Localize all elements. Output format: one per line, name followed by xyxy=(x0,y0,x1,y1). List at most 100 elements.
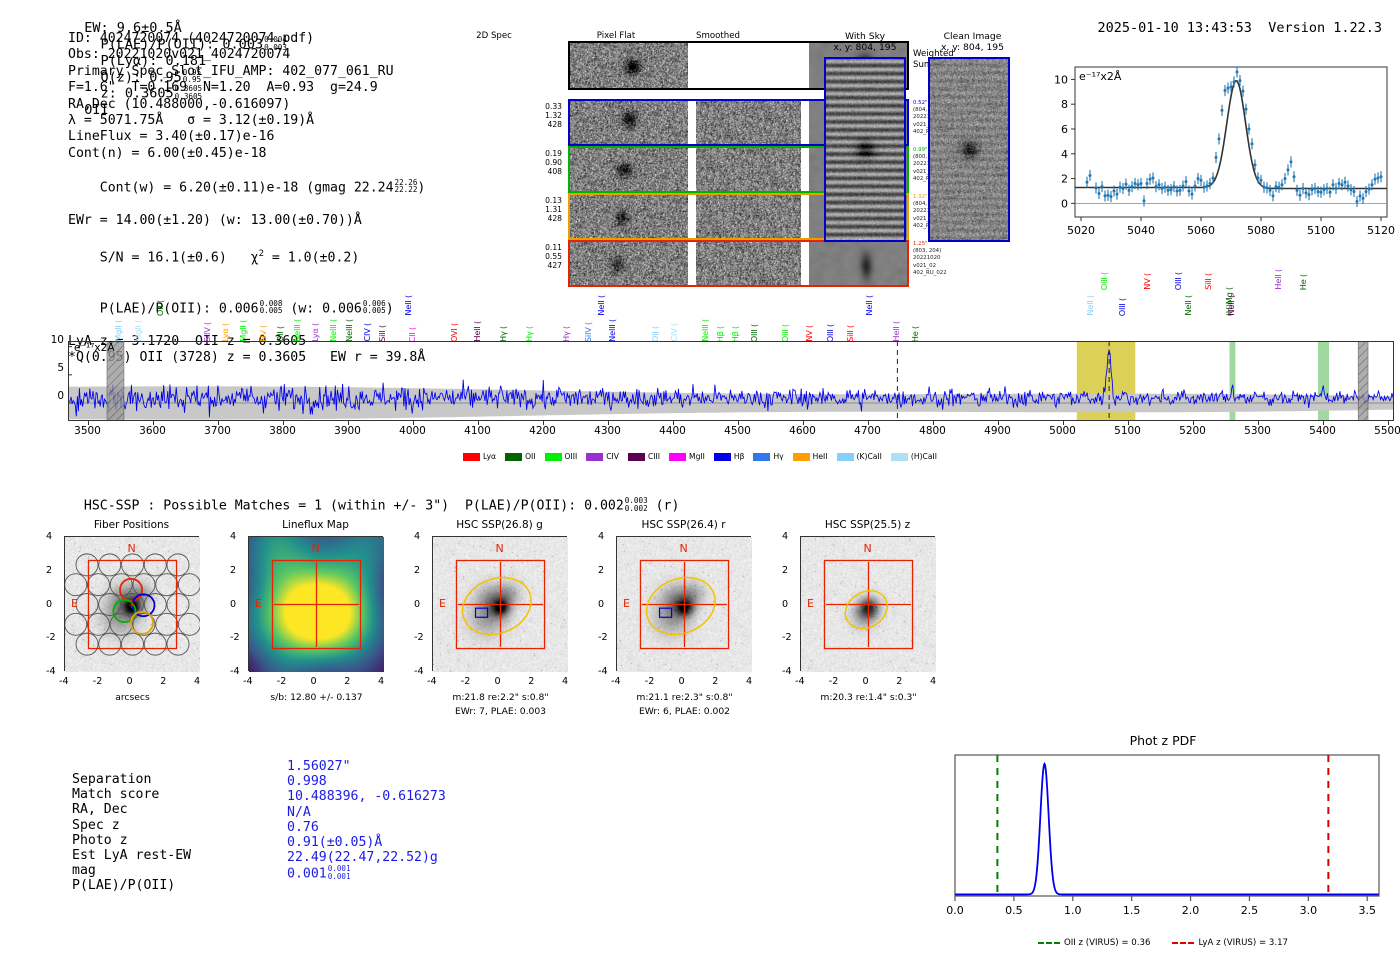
cutout-y-tick: -2 xyxy=(598,632,608,644)
montage-right-value: 1.32" xyxy=(913,194,928,200)
cutout-y-tick: 0 xyxy=(782,598,789,610)
info-cont-n: Cont(n) = 6.00(±0.45)e-18 xyxy=(68,145,267,161)
cutout-panel-title: Lineflux Map xyxy=(282,519,349,531)
spectrum-legend-item: Lyα xyxy=(463,452,496,461)
highlighted-fiber-circle xyxy=(119,577,143,602)
full-spectrum-svg xyxy=(67,340,1394,422)
cutout-subtitle-secondary: EWr: 6, PLAE: 0.002 xyxy=(638,706,731,717)
cutout-panel: Lineflux Map N E -4 -4 -2 -2 0 0 2 2 4 4 s/b: 12.80 +… xyxy=(230,519,384,703)
fiber-circle xyxy=(98,593,122,616)
montage-right-value: 1.25" xyxy=(913,241,928,247)
header-qz-range: 0.95 0.95 xyxy=(182,67,202,85)
phot-z-legend-item: LyA z (VIRUS) = 3.17 xyxy=(1172,938,1288,948)
montage-gap xyxy=(688,148,696,191)
with-sky-coords: x, y: 804, 195 xyxy=(833,42,897,53)
source-position-marker: + xyxy=(129,599,136,612)
montage-gap xyxy=(688,43,696,88)
emission-line-label: OIII ( xyxy=(1098,271,1109,290)
montage-row-left-labels: 0.11 0.55 427 xyxy=(520,243,562,271)
cutout-x-tick: -2 xyxy=(460,676,471,687)
with-sky-title: With Sky x, y: 804, 195 xyxy=(820,31,910,53)
phot-z-x-tick: 2.5 xyxy=(1240,904,1259,917)
cutout-y-tick: -4 xyxy=(230,666,240,677)
spectrum-x-tickmark xyxy=(412,421,414,425)
cutout-x-tick: 2 xyxy=(160,676,167,687)
montage-gap xyxy=(688,101,696,144)
montage-right-value: 0.99" xyxy=(913,147,928,153)
phot-z-legend-label: LyA z (VIRUS) = 3.17 xyxy=(1198,938,1289,948)
cutout-y-tick: 4 xyxy=(230,531,237,542)
spectrum-legend-item: OIII xyxy=(544,452,577,461)
emission-line-label: Hγ ( xyxy=(524,326,535,342)
emission-line-label: NeIII ( xyxy=(343,319,354,342)
hsc-line-pre: HSC-SSP : Possible Matches = 1 (within +… xyxy=(83,498,624,514)
fiber-circle xyxy=(65,612,88,636)
fiber-circle xyxy=(166,593,190,616)
spectrum-x-tick: 5400 xyxy=(1309,425,1336,437)
spectrum-x-tick: 3500 xyxy=(74,425,101,437)
header-z-kind: OII xyxy=(84,101,109,118)
hsc-line-post: (r) xyxy=(655,498,680,514)
legend-color-swatch xyxy=(505,452,523,461)
cutout-panel-title: Fiber Positions xyxy=(93,519,170,531)
east-label: E xyxy=(71,596,78,610)
montage-right-value: (803, 204) xyxy=(913,248,942,255)
spectrum-x-tickmark xyxy=(217,421,219,425)
montage-left-value: 408 xyxy=(547,167,563,177)
emission-line-label: NeII ( xyxy=(403,295,414,316)
header-ew: EW: 9.6±0.5Å xyxy=(84,20,182,36)
emission-line-label: SiII ( xyxy=(1202,273,1213,290)
emission-line-label: HeII ( xyxy=(472,321,483,342)
emission-line-label: He ( xyxy=(910,325,921,342)
spectrum-x-tick: 5200 xyxy=(1179,425,1206,437)
spectrum-legend-item: Hγ xyxy=(753,452,784,461)
legend-color-swatch xyxy=(669,452,687,461)
cutout-panel: HSC SSP(26.8) g N E -4 -4 -2 -2 0 0 2 2 4 4 m:21.8 re… xyxy=(414,519,568,717)
match-detail-key: mag xyxy=(72,863,96,879)
cutout-x-tick: 2 xyxy=(528,676,535,687)
fiber-circle xyxy=(121,632,144,656)
fiber-circle xyxy=(121,553,144,577)
montage-left-value: 427 xyxy=(547,261,563,271)
source-info-block: ID: 4024720074 (4024720074.pdf) Obs: 202… xyxy=(68,31,425,367)
spectrum-legend-item: CIV xyxy=(586,452,619,461)
fiber-circle xyxy=(132,573,156,597)
cutout-panel-title: HSC SSP(26.8) g xyxy=(456,519,543,531)
cutout-x-tick: 0 xyxy=(310,676,317,687)
east-label: E xyxy=(623,596,630,610)
crosshair xyxy=(273,561,360,648)
emission-line-label: NeII ( xyxy=(1226,295,1237,316)
spectrum-x-tick: 4700 xyxy=(854,425,881,437)
spectrum-highlight-band xyxy=(1317,341,1329,421)
montage-left-value: 0.13 xyxy=(545,196,562,205)
montage-2dspec-image xyxy=(570,101,688,144)
phot-z-legend-swatch xyxy=(1172,942,1195,944)
fiber-circle xyxy=(75,593,99,616)
phot-z-x-tick: 0.5 xyxy=(1005,904,1023,917)
cutout-y-tick: 2 xyxy=(598,564,605,576)
emission-line-label: Hγ ( xyxy=(498,326,509,342)
emission-line-label: NeIII ( xyxy=(699,319,710,342)
phot-z-legend-swatch xyxy=(1037,942,1060,944)
legend-color-swatch xyxy=(544,452,562,461)
montage-right-value: 0.52" xyxy=(913,100,928,106)
fiber-circle xyxy=(177,573,200,597)
legend-label: Lyα xyxy=(483,452,497,461)
cutout-x-tick: -2 xyxy=(828,676,839,687)
info-primary: Primary Spec_Slot_IFU_AMP: 402_077_061_R… xyxy=(68,63,394,79)
spectrum-x-tickmark xyxy=(152,421,154,425)
match-detail-value: 0.001 0.001 0.001 xyxy=(287,864,351,882)
emission-line-label: NV ( xyxy=(803,325,814,342)
montage-right-value: v021_01 xyxy=(913,121,937,128)
match-box xyxy=(658,607,673,618)
info-cont-w: Cont(w) = 6.20(±0.11)e-18 (gmag 22.24 22.… xyxy=(68,162,426,213)
spectrum-x-tick: 3600 xyxy=(139,425,166,437)
spectrum-x-tickmark xyxy=(867,421,869,425)
match-detail-value: 1.56027" xyxy=(287,759,351,774)
profile-data-points xyxy=(1085,66,1383,208)
spectrum-x-tick: 5000 xyxy=(1049,425,1076,437)
fiber-circle xyxy=(121,593,144,616)
montage-row-left-labels: 0.19 0.90 408 xyxy=(520,149,562,177)
highlighted-fiber-circle xyxy=(131,593,156,618)
montage-pixelflat-image xyxy=(696,148,801,191)
